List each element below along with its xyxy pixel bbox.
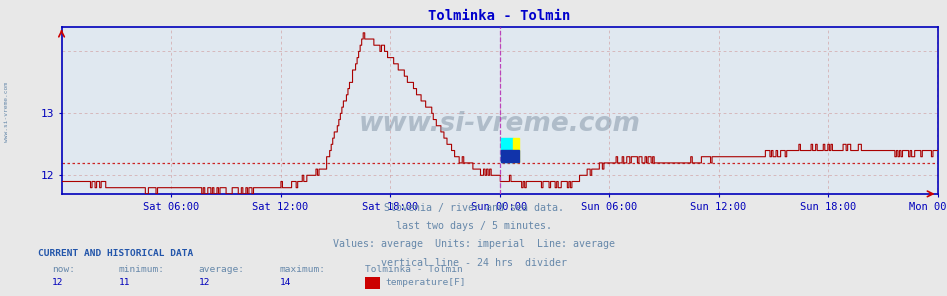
Text: 12: 12 (199, 278, 210, 287)
Text: vertical line - 24 hrs  divider: vertical line - 24 hrs divider (381, 258, 566, 268)
Text: Tolminka - Tolmin: Tolminka - Tolmin (365, 265, 462, 274)
Bar (501, 150, 519, 162)
Text: average:: average: (199, 265, 245, 274)
Bar (512, 138, 519, 162)
Text: CURRENT AND HISTORICAL DATA: CURRENT AND HISTORICAL DATA (38, 249, 193, 258)
Text: Slovenia / river and sea data.: Slovenia / river and sea data. (384, 203, 563, 213)
Bar (501, 138, 512, 162)
Text: last two days / 5 minutes.: last two days / 5 minutes. (396, 221, 551, 231)
Text: Values: average  Units: imperial  Line: average: Values: average Units: imperial Line: av… (332, 239, 615, 250)
Text: 11: 11 (118, 278, 130, 287)
Text: minimum:: minimum: (118, 265, 165, 274)
Text: 12: 12 (52, 278, 63, 287)
Text: temperature[F]: temperature[F] (385, 278, 466, 287)
Text: www.si-vreme.com: www.si-vreme.com (4, 83, 9, 142)
Title: Tolminka - Tolmin: Tolminka - Tolmin (428, 9, 571, 23)
Text: www.si-vreme.com: www.si-vreme.com (359, 111, 640, 137)
Text: now:: now: (52, 265, 75, 274)
Text: maximum:: maximum: (279, 265, 326, 274)
Text: 14: 14 (279, 278, 291, 287)
